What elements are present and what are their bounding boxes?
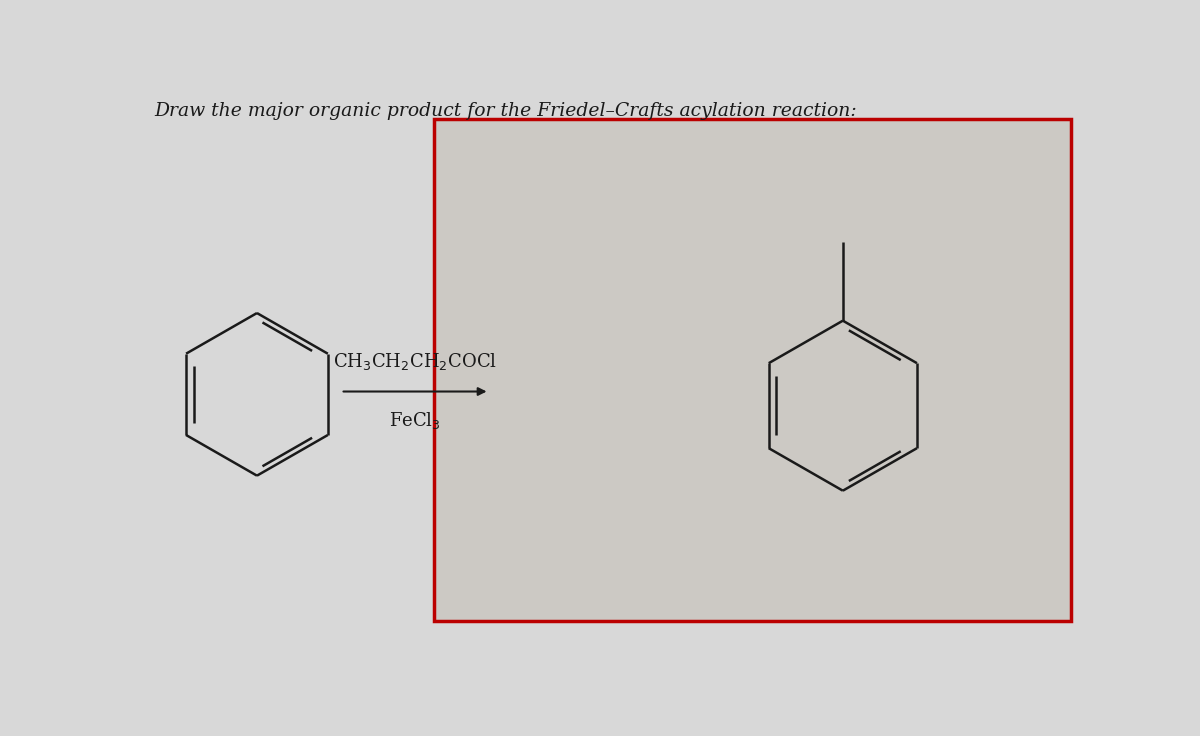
Text: CH$_3$CH$_2$CH$_2$COCl: CH$_3$CH$_2$CH$_2$COCl: [334, 350, 497, 372]
Text: FeCl$_3$: FeCl$_3$: [389, 410, 440, 431]
FancyBboxPatch shape: [433, 119, 1070, 621]
Text: Draw the major organic product for the Friedel–Crafts acylation reaction:: Draw the major organic product for the F…: [155, 102, 857, 121]
